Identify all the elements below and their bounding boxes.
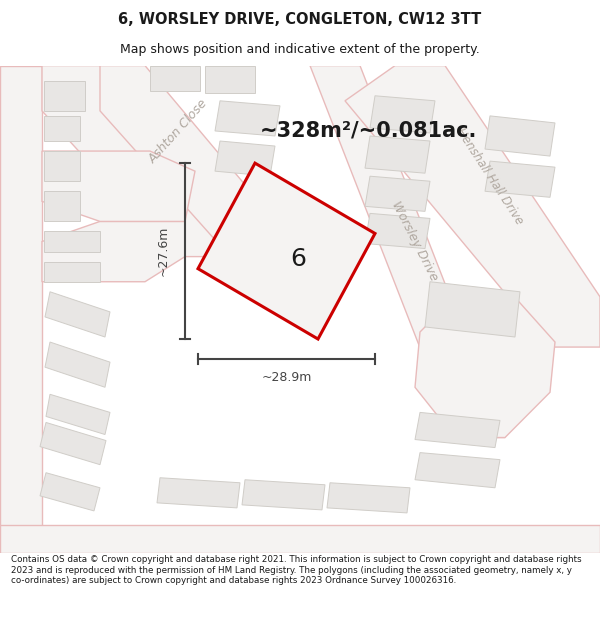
Text: Contains OS data © Crown copyright and database right 2021. This information is : Contains OS data © Crown copyright and d… [11, 555, 581, 585]
Polygon shape [40, 422, 106, 464]
Polygon shape [100, 66, 280, 267]
Text: Henshall Hall Drive: Henshall Hall Drive [454, 126, 526, 227]
Polygon shape [415, 452, 500, 488]
Polygon shape [45, 342, 110, 388]
Polygon shape [0, 525, 600, 553]
Polygon shape [150, 66, 200, 91]
Polygon shape [310, 66, 505, 438]
Polygon shape [365, 176, 430, 211]
Polygon shape [44, 231, 100, 252]
Text: ~328m²/~0.081ac.: ~328m²/~0.081ac. [260, 121, 478, 141]
Polygon shape [157, 478, 240, 508]
Polygon shape [215, 101, 280, 136]
Polygon shape [327, 482, 410, 513]
Polygon shape [485, 116, 555, 156]
Polygon shape [242, 480, 325, 510]
Polygon shape [44, 262, 100, 282]
Text: Ashton Close: Ashton Close [146, 96, 210, 166]
Polygon shape [205, 66, 255, 92]
Polygon shape [44, 81, 85, 111]
Polygon shape [215, 141, 275, 176]
Polygon shape [45, 292, 110, 337]
Polygon shape [42, 151, 195, 221]
Polygon shape [0, 66, 42, 553]
Text: ~28.9m: ~28.9m [262, 371, 311, 384]
Polygon shape [415, 292, 555, 437]
Polygon shape [415, 412, 500, 447]
Polygon shape [198, 163, 375, 339]
Polygon shape [365, 136, 430, 173]
Polygon shape [46, 394, 110, 434]
Polygon shape [370, 96, 435, 133]
Polygon shape [42, 221, 185, 282]
Text: Worsley Drive: Worsley Drive [389, 199, 440, 284]
Polygon shape [44, 116, 80, 141]
Polygon shape [40, 472, 100, 511]
Polygon shape [365, 213, 430, 249]
Text: ~27.6m: ~27.6m [157, 226, 170, 276]
Text: Map shows position and indicative extent of the property.: Map shows position and indicative extent… [120, 42, 480, 56]
Polygon shape [42, 66, 230, 257]
Polygon shape [44, 151, 80, 181]
Text: 6, WORSLEY DRIVE, CONGLETON, CW12 3TT: 6, WORSLEY DRIVE, CONGLETON, CW12 3TT [118, 12, 482, 27]
Polygon shape [485, 161, 555, 198]
Polygon shape [44, 191, 80, 221]
Polygon shape [345, 66, 600, 347]
Polygon shape [425, 282, 520, 337]
Text: 6: 6 [290, 247, 307, 271]
